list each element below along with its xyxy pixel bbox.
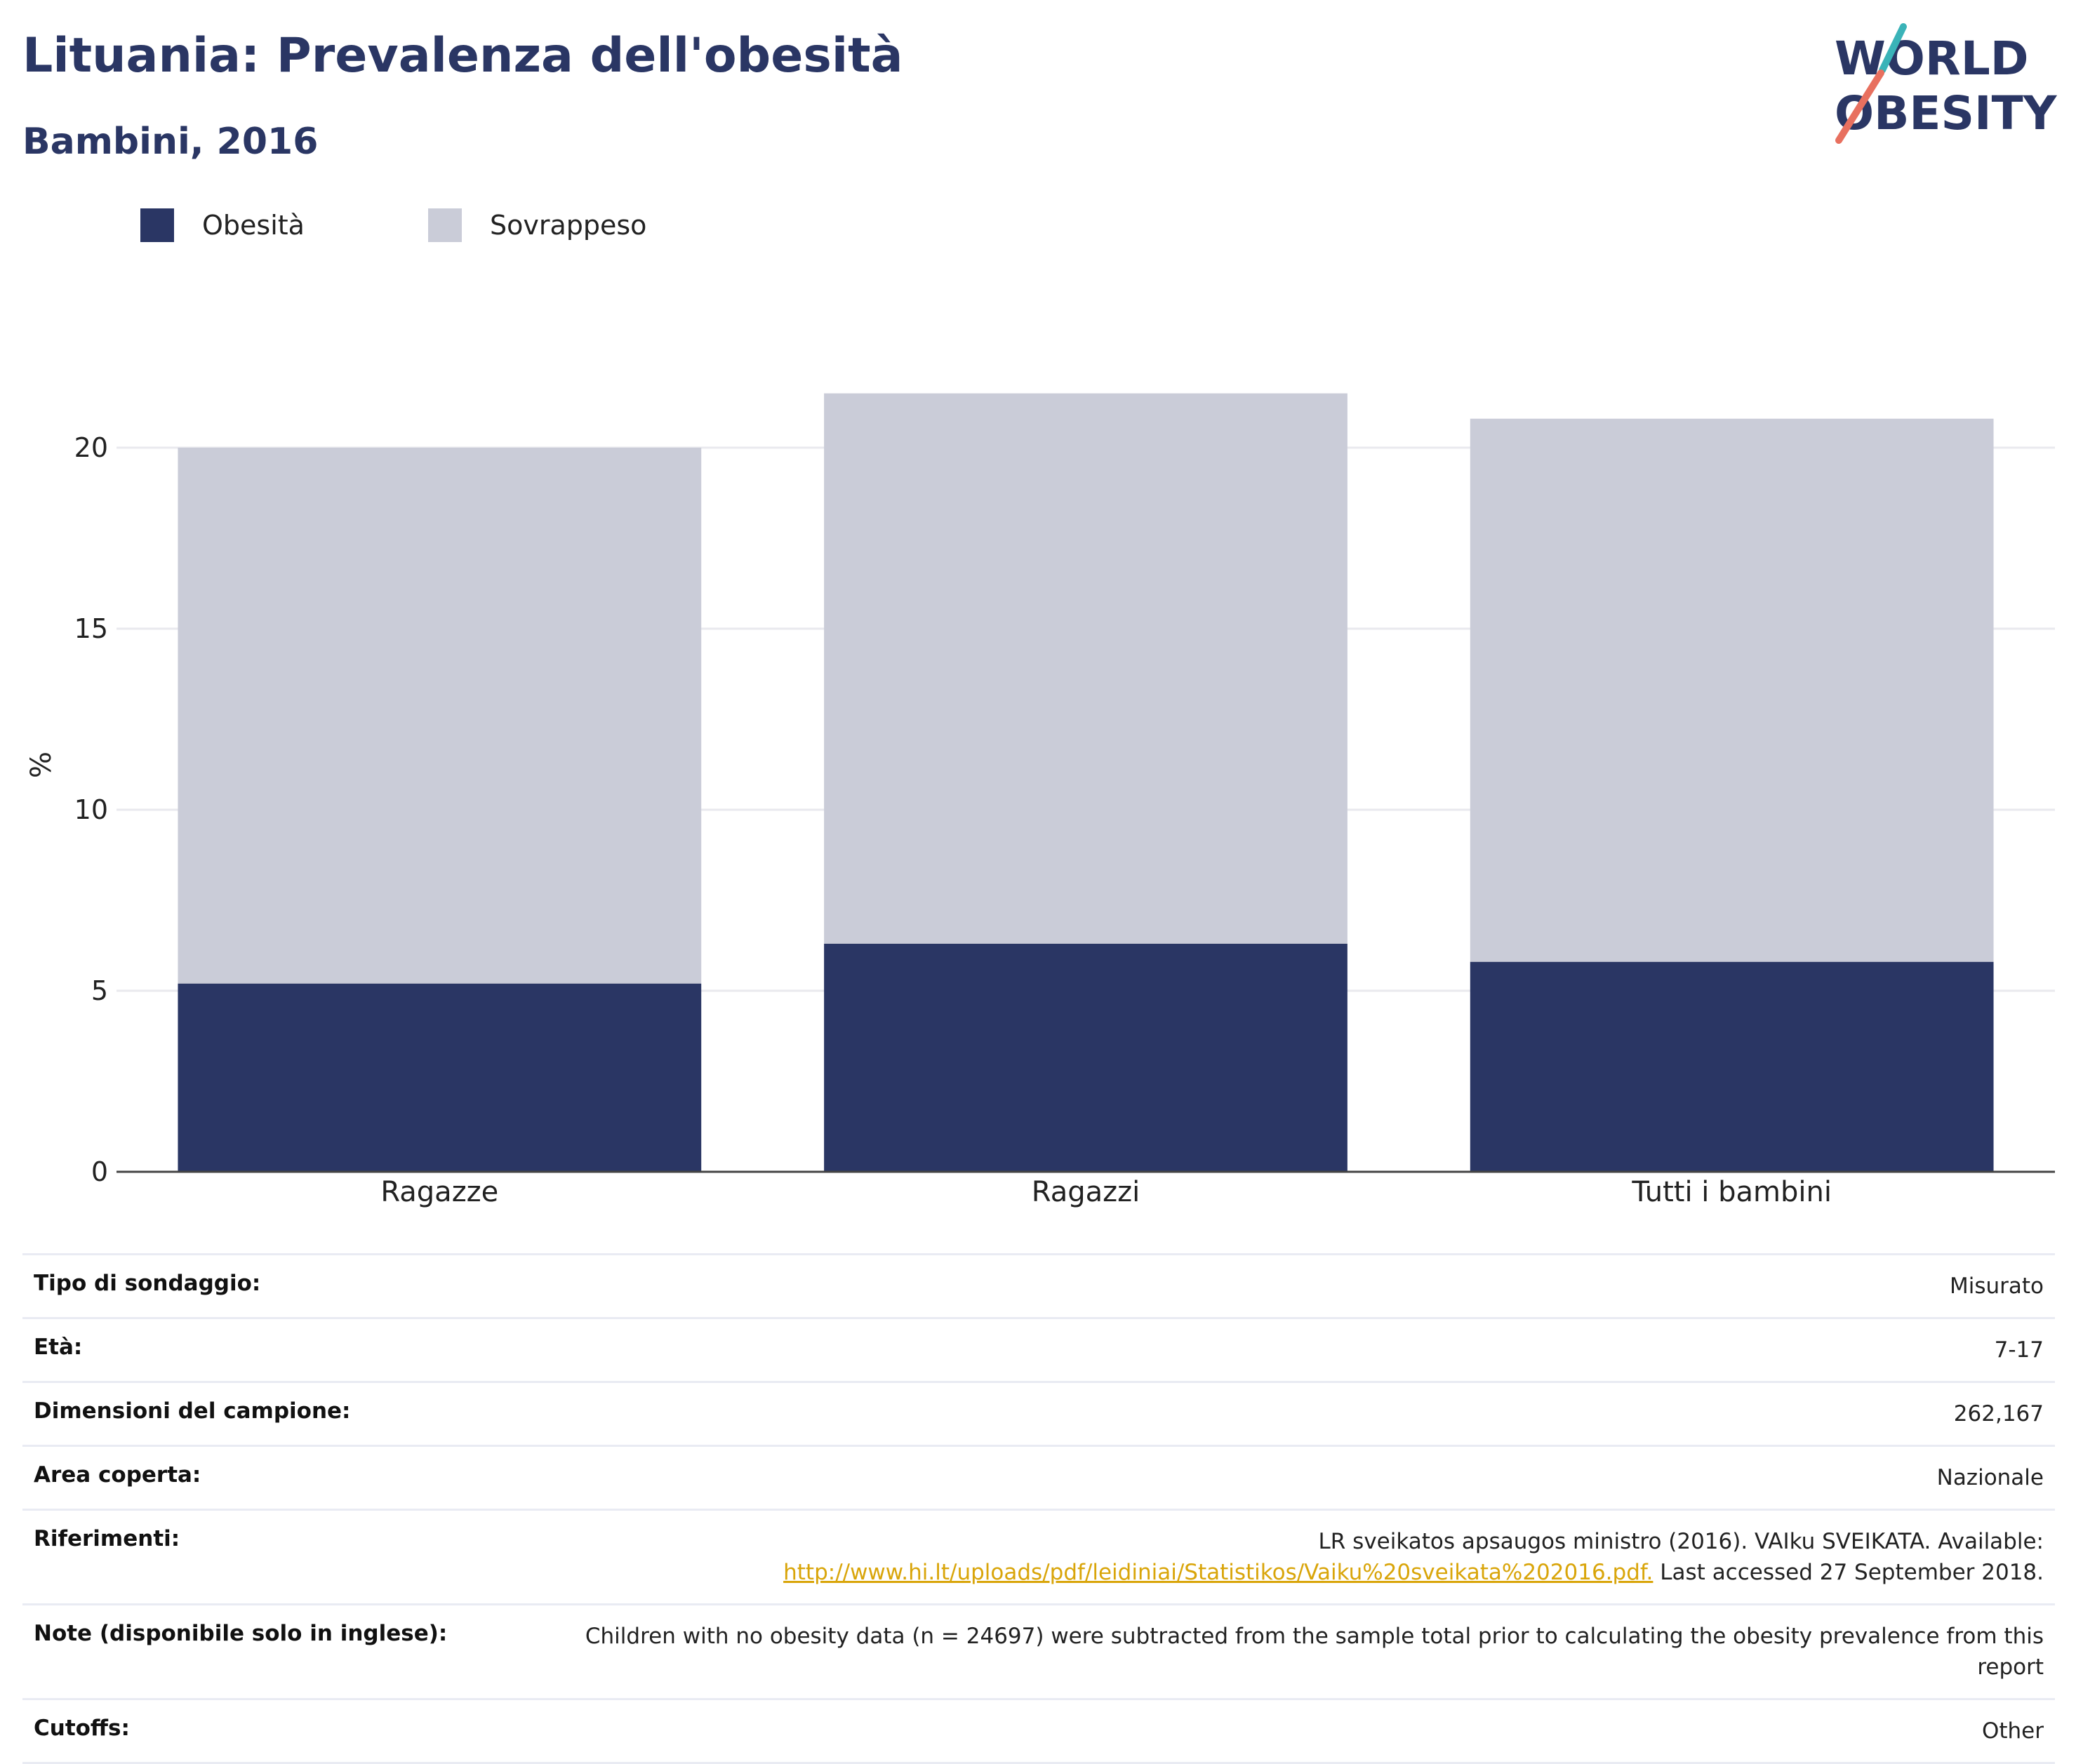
info-label: Riferimenti: — [34, 1526, 180, 1552]
info-value: Children with no obesity data (n = 24697… — [585, 1624, 2044, 1681]
world-obesity-logo: WORLD OBESITY — [1835, 23, 2058, 144]
info-value: 7-17 — [1994, 1337, 2044, 1363]
legend-label-obesity: Obesità — [202, 210, 305, 241]
bar-obesity[interactable] — [1470, 961, 1994, 1172]
info-row-sample-size: Dimensioni del campione: 262,167 — [22, 1383, 2055, 1448]
info-row-survey-type: Tipo di sondaggio: Misurato — [22, 1253, 2055, 1320]
info-row-age: Età: 7-17 — [22, 1319, 2055, 1384]
bar-obesity[interactable] — [824, 943, 1348, 1172]
legend-item-obesity[interactable]: Obesità — [140, 208, 305, 243]
y-tick-label: 5 — [91, 975, 108, 1006]
x-tick-label: Ragazzi — [1032, 1176, 1140, 1208]
bar-overweight[interactable] — [178, 448, 702, 984]
info-label: Cutoffs: — [34, 1716, 130, 1742]
y-tick-label: 15 — [74, 613, 108, 644]
info-row-notes: Note (disponibile solo in inglese): Chil… — [22, 1605, 2055, 1701]
chart-subtitle: Bambini, 2016 — [22, 121, 319, 163]
info-row-cutoffs: Cutoffs: Other — [22, 1700, 2055, 1764]
info-label: Tipo di sondaggio: — [34, 1271, 261, 1296]
info-value: 262,167 — [1953, 1401, 2044, 1427]
legend-item-overweight[interactable]: Sovrappeso — [428, 208, 646, 243]
svg-text:WORLD: WORLD — [1835, 32, 2029, 86]
survey-info-table: Tipo di sondaggio: Misurato Età: 7-17 Di… — [22, 1253, 2055, 1764]
chart-title: Lituania: Prevalenza dell'obesità — [22, 28, 903, 83]
reference-link[interactable]: http://www.hi.lt/uploads/pdf/leidiniai/S… — [783, 1560, 1654, 1586]
info-row-references: Riferimenti: LR sveikatos apsaugos minis… — [22, 1511, 2055, 1606]
bar-overweight[interactable] — [1470, 418, 1994, 962]
y-tick-label: 0 — [91, 1156, 108, 1187]
legend-swatch-overweight — [428, 208, 462, 242]
info-label: Età: — [34, 1335, 83, 1361]
info-value: LR sveikatos apsaugos ministro (2016). V… — [783, 1526, 2044, 1588]
y-axis-label: % — [25, 751, 58, 778]
info-value: Other — [1981, 1718, 2044, 1744]
bar-obesity[interactable] — [178, 983, 702, 1172]
info-label: Dimensioni del campione: — [34, 1398, 351, 1424]
info-label: Note (disponibile solo in inglese): — [34, 1621, 448, 1647]
info-label: Area coperta: — [34, 1462, 201, 1488]
info-row-area: Area coperta: Nazionale — [22, 1447, 2055, 1511]
info-value: Misurato — [1949, 1274, 2044, 1299]
reference-text: LR sveikatos apsaugos ministro (2016). V… — [1318, 1529, 2044, 1555]
legend-label-overweight: Sovrappeso — [490, 210, 647, 241]
legend-swatch-obesity — [140, 208, 174, 242]
bar-overweight[interactable] — [824, 393, 1348, 944]
y-tick-label: 20 — [74, 432, 108, 463]
svg-text:OBESITY: OBESITY — [1835, 86, 2058, 140]
x-tick-label: Ragazze — [380, 1176, 498, 1208]
bar-chart: 0 5 10 15 20% Ragazze Ragazzi Tutti i bambini — [25, 393, 2055, 1208]
reference-accessed: Last accessed 27 September 2018. — [1653, 1560, 2044, 1586]
info-value: Nazionale — [1936, 1465, 2044, 1491]
x-tick-label: Tutti i bambini — [1631, 1176, 1832, 1208]
y-tick-label: 10 — [74, 794, 108, 825]
